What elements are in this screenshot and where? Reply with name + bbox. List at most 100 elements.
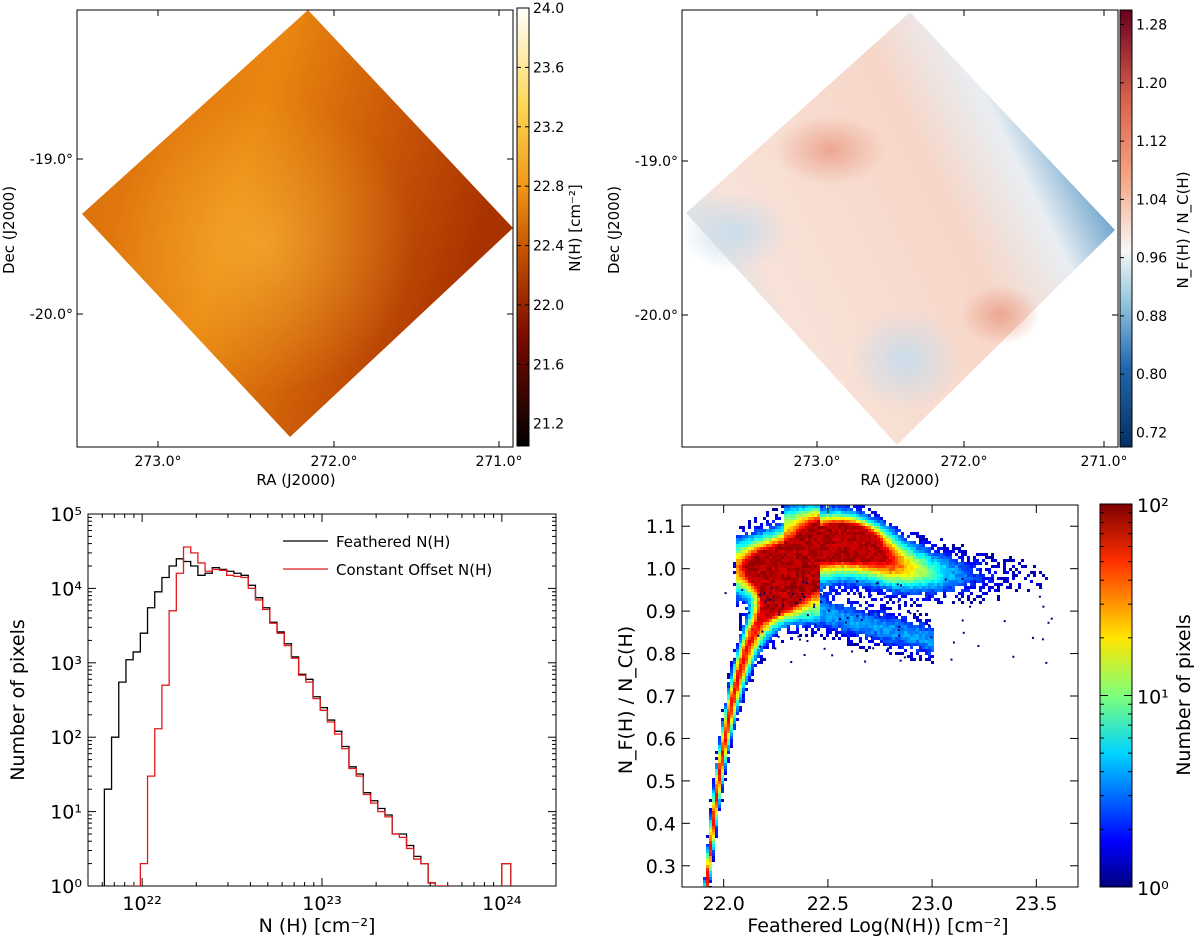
density-cell: [901, 532, 904, 535]
density-cell: [754, 538, 757, 541]
density-cell: [892, 634, 895, 637]
density-cell: [775, 589, 778, 592]
density-cell: [988, 577, 991, 580]
density-cell: [793, 508, 796, 511]
density-cell: [910, 643, 913, 646]
density-cell: [850, 514, 853, 517]
density-cell: [724, 760, 727, 763]
density-cell: [808, 535, 811, 538]
density-cell: [805, 574, 808, 577]
density-cell: [907, 565, 910, 568]
density-cell: [904, 589, 907, 592]
density-cell: [913, 613, 916, 616]
density-cell: [721, 757, 724, 760]
density-cell: [910, 622, 913, 625]
density-cell: [892, 547, 895, 550]
density-cell: [949, 559, 952, 562]
density-cell-sparse: [927, 624, 930, 627]
density-cell: [718, 802, 721, 805]
density-cell: [766, 616, 769, 619]
density-cell: [832, 514, 835, 517]
density-cell: [865, 547, 868, 550]
density-cell: [838, 538, 841, 541]
density-cell: [766, 568, 769, 571]
density-cell: [925, 637, 928, 640]
density-cell: [745, 646, 748, 649]
density-cell: [967, 586, 970, 589]
histogram-legend: Feathered N(H) Constant Offset N(H): [283, 533, 492, 579]
density-cell: [829, 523, 832, 526]
density-cell: [910, 604, 913, 607]
density-cell: [850, 607, 853, 610]
density-cell: [733, 721, 736, 724]
density-cell: [802, 571, 805, 574]
density-cell-sparse: [741, 588, 744, 591]
density-cell: [742, 670, 745, 673]
density-cell: [706, 850, 709, 853]
density-cell: [910, 580, 913, 583]
density-cell: [853, 631, 856, 634]
density-cell: [874, 529, 877, 532]
density-cell: [709, 853, 712, 856]
density-cell: [799, 538, 802, 541]
density-cell: [817, 556, 820, 559]
xtick-label: 23.5: [1015, 893, 1057, 915]
density-cell: [841, 634, 844, 637]
density-cell: [823, 610, 826, 613]
tl-colorbar-ticks: 24.023.623.222.822.422.021.621.2: [517, 1, 564, 433]
density-cell: [922, 550, 925, 553]
density-cell: [838, 553, 841, 556]
density-cell: [928, 586, 931, 589]
density-cell: [781, 562, 784, 565]
density-cell: [802, 592, 805, 595]
density-cell: [796, 514, 799, 517]
density-cell: [799, 577, 802, 580]
density-cell: [865, 589, 868, 592]
density-cell: [889, 637, 892, 640]
density-cell: [811, 568, 814, 571]
density-cell: [769, 631, 772, 634]
density-cell: [793, 595, 796, 598]
density-cell-sparse: [814, 623, 817, 626]
density-cell: [835, 559, 838, 562]
density-cell: [982, 598, 985, 601]
density-cell: [823, 529, 826, 532]
density-cell: [814, 565, 817, 568]
density-cell: [733, 691, 736, 694]
density-cell: [853, 538, 856, 541]
density-cell: [805, 625, 808, 628]
density-cell: [784, 550, 787, 553]
density-cell: [820, 556, 823, 559]
density-cell: [931, 562, 934, 565]
density-cell: [862, 613, 865, 616]
density-cell: [817, 517, 820, 520]
density-cell: [754, 625, 757, 628]
density-cell: [874, 517, 877, 520]
density-cell: [919, 658, 922, 661]
density-cell: [853, 571, 856, 574]
density-cell: [862, 631, 865, 634]
density-cell: [883, 559, 886, 562]
bl-ylabel: Number of pixels: [7, 619, 29, 781]
density-cell: [772, 556, 775, 559]
density-cell: [967, 598, 970, 601]
density-cell: [829, 520, 832, 523]
density-cell: [886, 577, 889, 580]
density-cell: [736, 649, 739, 652]
density-cell: [946, 577, 949, 580]
density-cell: [880, 586, 883, 589]
density-cell: [994, 571, 997, 574]
density-cell: [907, 547, 910, 550]
density-cell: [727, 706, 730, 709]
density-cell: [838, 607, 841, 610]
density-cell: [754, 541, 757, 544]
density-cell: [898, 571, 901, 574]
density-cell: [832, 562, 835, 565]
density-cell: [922, 622, 925, 625]
density-cell: [772, 607, 775, 610]
density-cell-sparse: [899, 584, 902, 587]
density-cell: [775, 598, 778, 601]
density-cell: [751, 655, 754, 658]
density-cell: [736, 535, 739, 538]
density-cell: [943, 553, 946, 556]
